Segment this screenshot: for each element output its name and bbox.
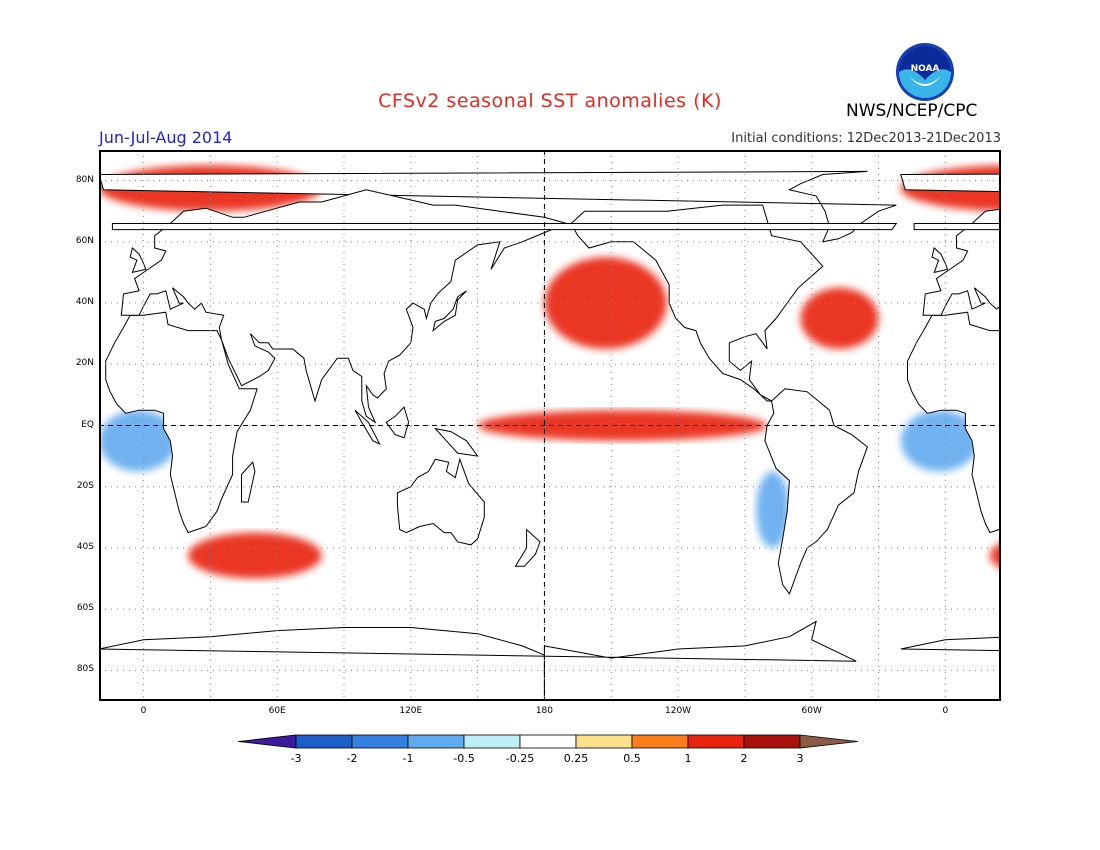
anomaly-region — [756, 471, 790, 548]
lat-label: 40N — [75, 297, 94, 308]
lon-label: 60W — [801, 706, 822, 716]
landmass-antarctica — [900, 636, 1001, 652]
colorbar-tick-label: 0.5 — [623, 752, 641, 765]
colorbar-tick-label: 1 — [684, 752, 692, 765]
lat-label: 20N — [75, 358, 94, 369]
lat-label: 20S — [76, 480, 94, 491]
sst-anomaly-map — [99, 150, 1001, 701]
colorbar-tick-label: -1 — [402, 752, 414, 765]
colorbar-segment — [407, 734, 465, 749]
colorbar-tick-label: -3 — [290, 752, 302, 765]
landmass-australia — [396, 457, 485, 546]
landmass-borneo — [385, 406, 410, 439]
colorbar-segment — [631, 734, 689, 749]
lon-label: 120E — [399, 706, 423, 716]
svg-text:NOAA: NOAA — [911, 64, 940, 74]
colorbar-segment — [519, 734, 577, 749]
lon-label: 180 — [535, 706, 554, 716]
lon-label: 0 — [140, 706, 147, 716]
colorbar-tick-label: -0.25 — [505, 752, 535, 765]
colorbar — [238, 734, 859, 749]
anomaly-region — [800, 287, 879, 349]
landmass-north-america — [570, 204, 824, 402]
forecast-period: Jun-Jul-Aug 2014 — [99, 128, 233, 147]
landmass-sumatra — [354, 409, 381, 445]
colorbar-segment — [351, 734, 409, 749]
lat-label: 40S — [76, 541, 94, 552]
landmass-iceland — [111, 223, 898, 231]
colorbar-segment — [295, 734, 353, 749]
landmass-uk — [129, 247, 147, 274]
lat-label: 60N — [75, 235, 94, 246]
initial-conditions: Initial conditions: 12Dec2013-21Dec2013 — [731, 131, 1001, 146]
colorbar-tick-label: 2 — [740, 752, 748, 765]
colorbar-segment — [743, 734, 801, 749]
landmass-japan — [432, 290, 467, 332]
colorbar-tick-label: 0.25 — [563, 752, 589, 765]
lat-label: 80S — [76, 664, 94, 675]
lat-label: 60S — [76, 603, 94, 614]
landmass-madagascar — [241, 461, 256, 503]
landmass-africa — [907, 311, 1001, 534]
colorbar-tick-label: 3 — [796, 752, 804, 765]
colorbar-segment — [799, 734, 859, 749]
landmass-africa — [105, 311, 258, 534]
colorbar-segment — [238, 734, 297, 749]
lon-label: 0 — [942, 706, 949, 716]
colorbar-segment — [463, 734, 521, 749]
landmass-antarctica — [99, 620, 857, 701]
noaa-logo-icon: NOAA — [895, 42, 955, 102]
colorbar-segment — [687, 734, 745, 749]
landmass-south-america — [764, 388, 868, 595]
anomaly-region — [989, 542, 1001, 569]
lon-label: 60E — [268, 706, 286, 716]
landmass-new-zealand — [514, 528, 541, 567]
colorbar-segment — [575, 734, 633, 749]
lon-label: 120W — [665, 706, 692, 716]
lat-label: EQ — [81, 419, 94, 430]
anomaly-region — [188, 532, 322, 579]
agency-label: NWS/NCEP/CPC — [846, 101, 978, 121]
anomaly-region — [544, 257, 667, 349]
landmass-iceland — [913, 223, 1001, 231]
landmass-eurasia — [922, 208, 1001, 316]
landmass-uk — [931, 247, 949, 274]
map-frame — [99, 150, 1001, 701]
colorbar-tick-label: -0.5 — [453, 752, 475, 765]
lat-label: 80N — [75, 174, 94, 185]
map-title: CFSv2 seasonal SST anomalies (K) — [378, 90, 722, 112]
colorbar-tick-label: -2 — [346, 752, 358, 765]
landmass-greenland — [900, 173, 1001, 193]
